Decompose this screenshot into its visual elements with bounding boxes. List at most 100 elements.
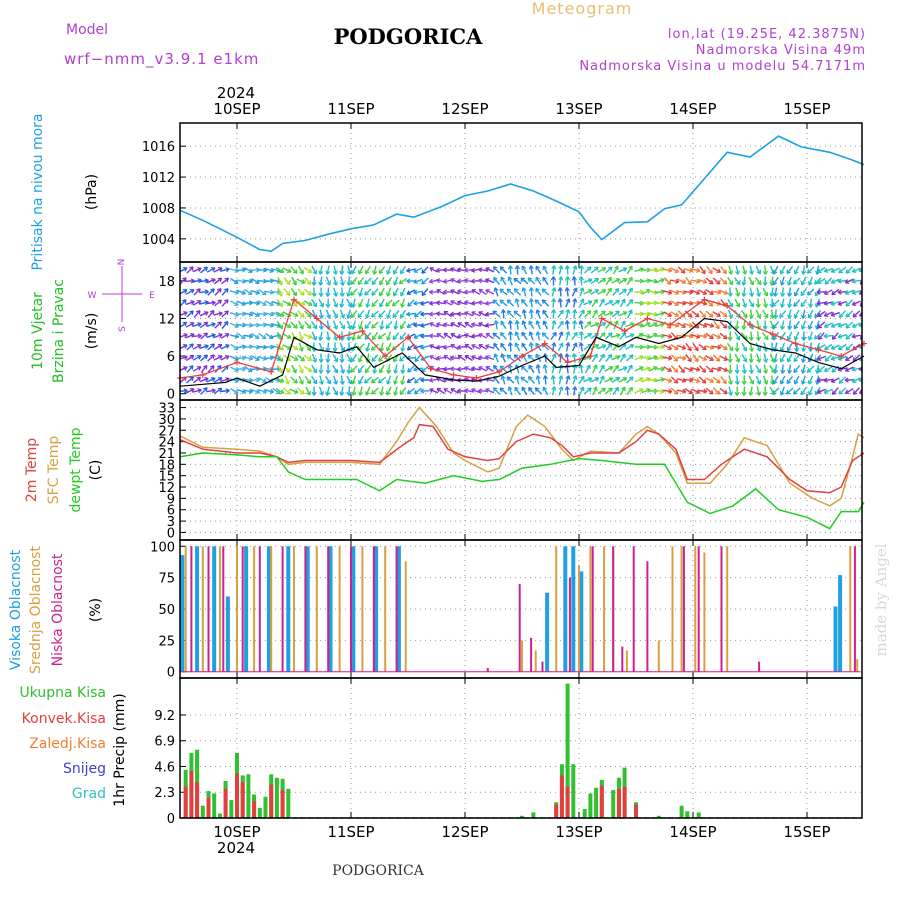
wind-arrow-head [471,311,476,316]
wind-arrow [807,288,815,296]
wind-arrow [320,364,323,374]
wind-arrow [611,376,620,384]
wind-arrow [243,312,253,316]
wind-arrow [406,322,416,328]
wind-arrow-head [358,357,363,363]
wind-arrow [542,309,549,319]
cloud-bar [632,546,635,672]
wind-arrow-head [551,309,557,314]
wind-arrow [298,320,304,330]
wind-arrow-head [225,377,230,382]
wind-arrow [705,365,714,373]
wind-arrow-head [413,268,418,273]
wind-arrow-head [681,345,687,350]
wind-arrow-head [674,312,679,317]
wind-arrow [780,265,786,275]
wind-arrow [220,333,230,339]
wind-arrow-head [735,335,741,341]
wind-arrow-head [762,325,768,330]
wind-arrow [464,354,473,362]
wind-arrow [612,364,619,374]
wind-arrow [619,343,627,351]
wind-arrow-head [673,368,679,373]
wind-arrow-head [535,265,540,271]
wind-arrow-head [845,335,851,340]
y-tick-label: 27 [158,424,175,439]
cloud-bar [315,546,318,672]
wind-arrow [289,355,299,361]
wind-arrow-head [456,388,462,394]
wind-arrow-head [248,278,254,284]
wind-unit: (m/s) [84,313,100,350]
y-tick-label: 1004 [142,233,175,248]
wind-arrow [558,364,563,374]
wind-arrow [817,321,826,329]
wind-arrow [845,343,854,351]
wind-arrow [816,301,827,305]
wind-arrow [806,365,815,373]
wind-arrow-head [592,386,598,391]
cloud-bar [521,640,523,672]
wind-arrow-head [844,377,849,383]
wind-arrow-head [535,342,540,348]
wind-arrow [318,386,324,396]
wind-arrow [837,355,847,361]
wind-arrow-head [499,266,505,271]
wind-arrow-head [514,265,520,270]
wind-arrow [697,389,708,393]
wind-arrow-head [365,391,370,396]
wind-arrow [740,332,748,340]
wind-arrow-head [723,312,728,318]
wind-arrow [436,289,446,295]
wind-arrow [534,387,543,395]
wind-arrow-head [748,336,754,341]
wind-arrow [851,279,861,283]
wind-arrow [311,364,318,374]
wind-arrow [506,299,515,307]
wind-arrow-head [319,302,324,308]
wind-arrow [258,332,267,340]
wind-arrow [386,386,392,396]
wind-arrow [605,354,613,362]
wind-arrow [781,298,785,308]
wind-arrow [365,309,371,319]
wind-arrow [221,277,229,285]
wind-arrow [729,287,732,297]
wind-arrow [598,353,605,363]
wind-arrow [206,267,216,273]
y-tick-label: 1008 [142,202,175,217]
wind-arrow [500,332,507,340]
wind-arrow-head [182,321,188,327]
wind-arrow [808,353,814,363]
wind-arrow-head [393,357,398,363]
wind-arrow-head [400,291,405,297]
wind-arrow [206,389,216,393]
wind-arrow [284,375,290,385]
y-tick-label: 100 [150,540,175,555]
wind-arrow-head [666,280,672,285]
wind-arrow [436,301,446,305]
wind-arrow-head [217,355,223,360]
wind-arrow [378,265,386,275]
wind-arrow [478,279,488,283]
wind-arrow-head [392,335,398,340]
wind-arrow-head [428,289,434,295]
cloud-bar [180,555,185,672]
wind-arrow-head [485,355,490,360]
wind-arrow-head [400,380,406,385]
wind-arrow [719,366,728,372]
wind-arrow-head [689,289,694,295]
wind-arrow [793,277,801,285]
wind-arrow-head [493,342,498,348]
wind-arrow-head [823,367,829,372]
wind-arrow [712,387,721,395]
precip-bar [634,804,638,818]
wind-arrow [800,287,808,297]
wind-arrow [516,265,519,275]
wind-arrow [742,364,746,374]
wind-arrow-head [741,281,747,286]
wind-arrow-head [807,313,813,319]
wind-arrow [663,366,672,372]
wind-arrow-head [673,357,679,362]
wind-arrow-head [551,265,557,270]
